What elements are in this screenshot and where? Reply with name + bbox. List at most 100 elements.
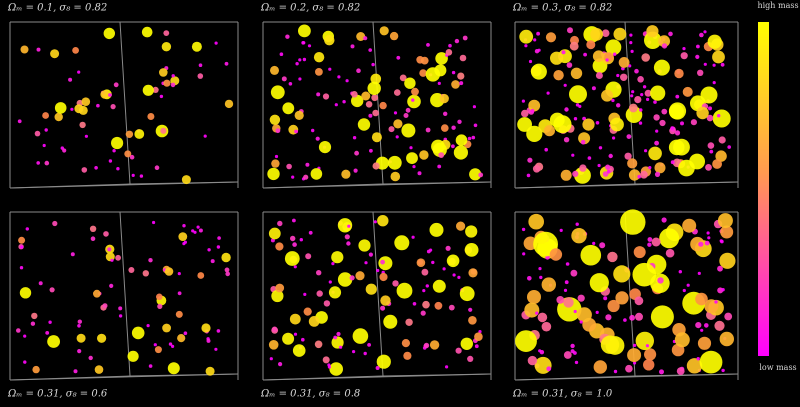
halo [197, 272, 205, 279]
halo [546, 366, 552, 372]
halo [159, 68, 168, 77]
halo [128, 267, 135, 273]
halo [697, 271, 701, 275]
halo [442, 267, 446, 271]
halo [301, 41, 305, 45]
halo [631, 90, 635, 94]
halo [453, 145, 468, 160]
halo [363, 36, 368, 41]
halo [77, 319, 83, 324]
halo [682, 86, 693, 97]
halo [615, 291, 629, 305]
halo [532, 165, 541, 173]
halo [708, 106, 712, 111]
halo [515, 330, 537, 352]
halo [460, 337, 473, 350]
halo [36, 47, 41, 52]
halo [369, 148, 373, 153]
halo [271, 326, 278, 333]
halo [170, 82, 176, 88]
halo [160, 127, 167, 134]
halo [541, 277, 556, 292]
halo [383, 314, 398, 329]
halo [582, 118, 595, 131]
halo [686, 283, 690, 287]
halo [395, 135, 399, 139]
halo [112, 149, 116, 153]
halo [575, 222, 579, 226]
halo [601, 29, 610, 37]
halo [31, 312, 38, 320]
halo [474, 344, 479, 349]
halo [54, 112, 63, 122]
halo [183, 240, 187, 244]
halo [372, 109, 379, 117]
halo [571, 228, 587, 244]
halo [34, 130, 41, 137]
halo [527, 276, 532, 281]
halo [38, 281, 43, 286]
halo [697, 69, 704, 77]
halo [388, 126, 395, 133]
halo [331, 251, 344, 264]
halo [380, 295, 391, 306]
halo [178, 232, 188, 242]
halo [419, 69, 427, 77]
halo [437, 81, 441, 85]
halo [372, 162, 380, 170]
halo [96, 103, 100, 108]
halo [307, 44, 312, 48]
halo [680, 121, 684, 126]
halo [277, 220, 283, 227]
halo [84, 134, 88, 138]
halo [110, 104, 116, 110]
halo [634, 296, 644, 306]
halo [474, 332, 483, 342]
halo [467, 355, 474, 362]
halo [646, 25, 659, 38]
halo [538, 267, 542, 271]
halo [411, 98, 415, 102]
halo [17, 119, 22, 124]
halo [521, 227, 526, 232]
halo [634, 96, 642, 104]
halo [573, 309, 577, 314]
halo [164, 267, 174, 276]
halo [156, 293, 163, 301]
halo [197, 73, 204, 79]
halo [159, 94, 164, 99]
halo [282, 332, 295, 345]
halo [70, 107, 74, 111]
halo [573, 117, 578, 121]
halo [279, 52, 284, 56]
halo [605, 58, 609, 62]
halo [632, 262, 657, 287]
halo [645, 344, 650, 348]
halo [429, 222, 444, 237]
halo [422, 289, 426, 293]
halo [721, 288, 725, 292]
halo [448, 43, 452, 48]
halo [294, 110, 304, 120]
halo [638, 121, 643, 125]
halo [590, 28, 603, 41]
halo [344, 234, 350, 240]
halo [275, 242, 284, 251]
halo [32, 365, 40, 374]
panel-label: Ωₘ = 0.31, σ₈ = 0.8 [260, 389, 360, 400]
halo [434, 301, 443, 310]
halo [616, 103, 621, 108]
halo [592, 241, 596, 245]
halo [118, 314, 123, 318]
halo [574, 360, 579, 365]
halo [630, 94, 634, 98]
halo [627, 348, 642, 363]
halo [416, 258, 426, 268]
box-edge [514, 373, 739, 381]
halo [592, 50, 605, 62]
halo [281, 76, 287, 82]
panel: Ωₘ = 0.1, σ₈ = 0.82 [7, 3, 239, 189]
halo [613, 27, 627, 41]
halo [717, 114, 721, 118]
panel: Ωₘ = 0.31, σ₈ = 1.0 [512, 209, 739, 400]
